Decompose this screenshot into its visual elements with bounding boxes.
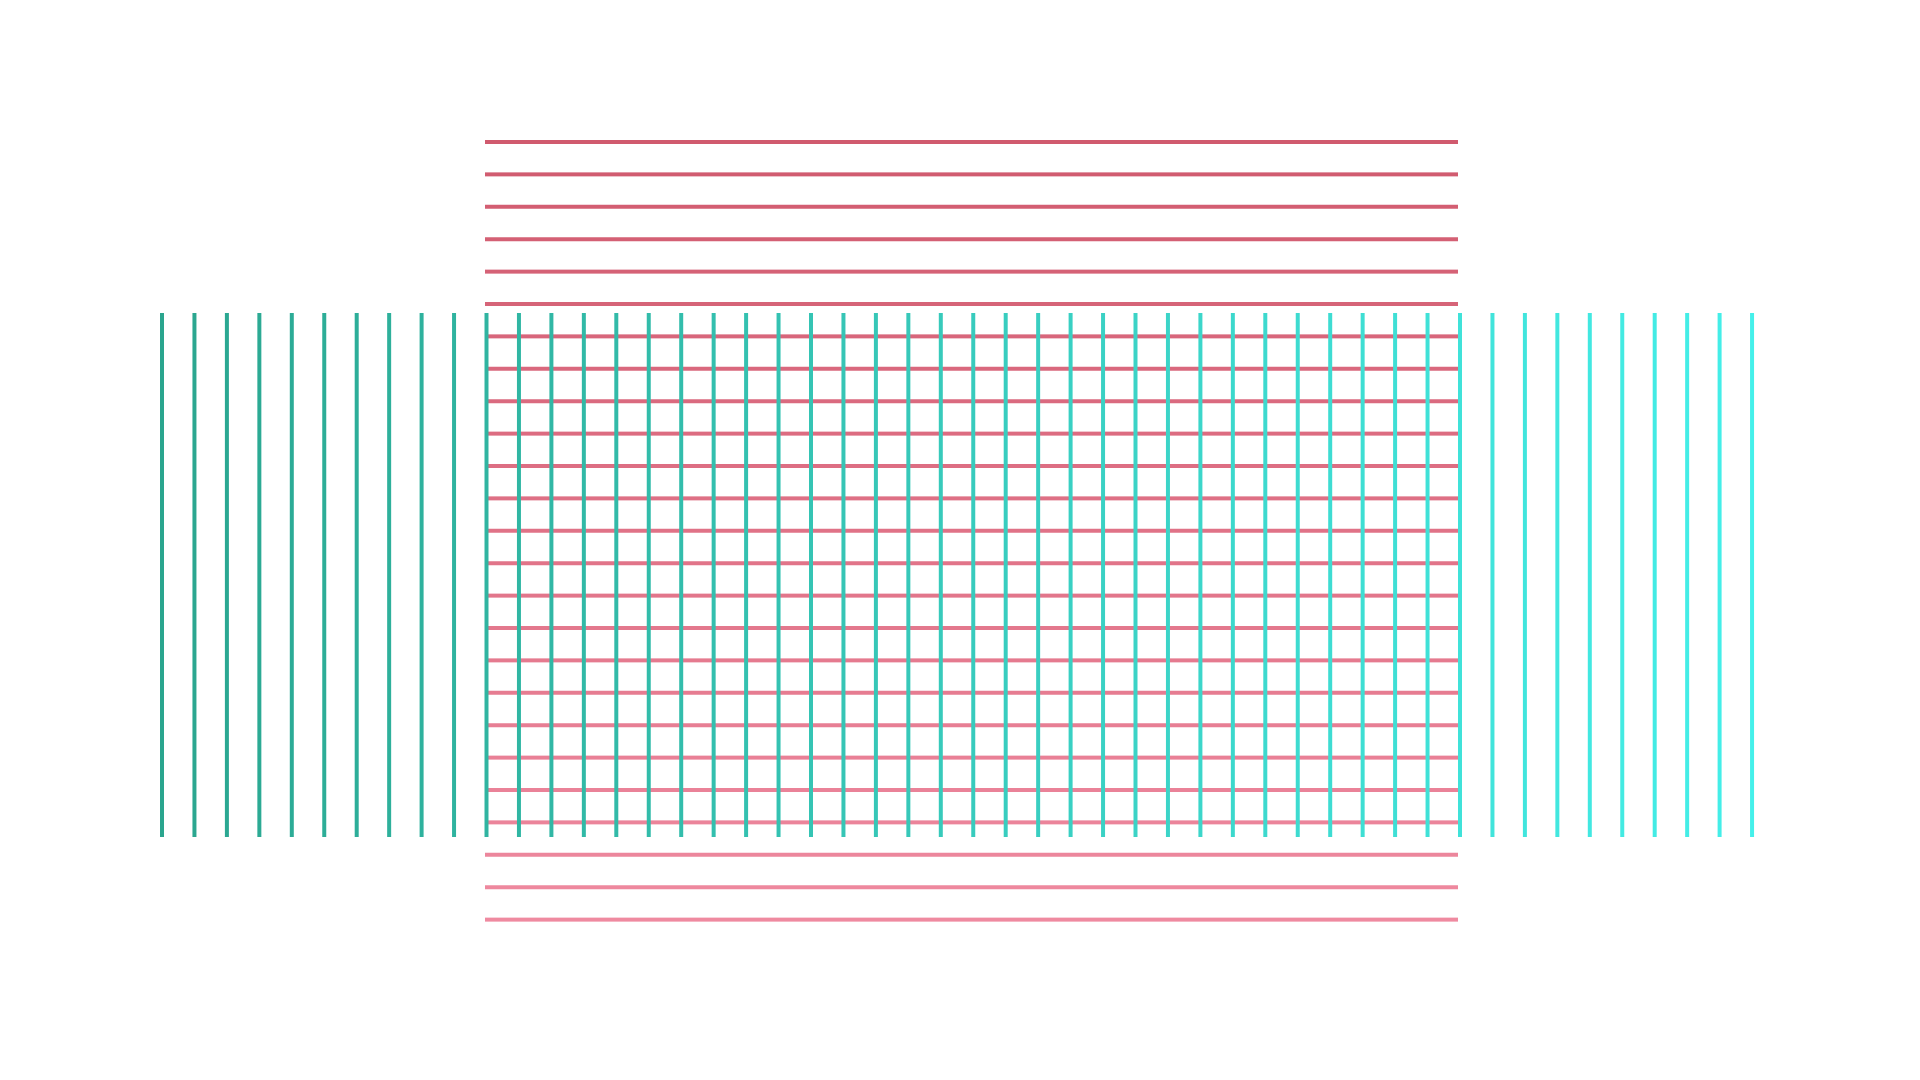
vertical-lines-group	[160, 313, 1755, 837]
